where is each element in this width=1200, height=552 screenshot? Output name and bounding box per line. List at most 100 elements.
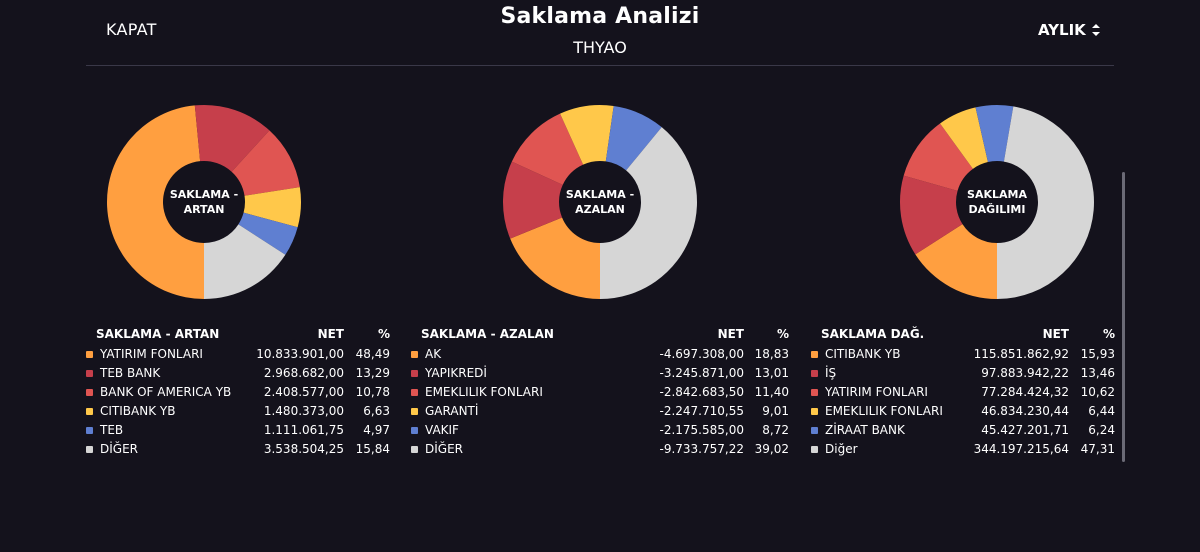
donut-slice-6 — [997, 106, 1094, 299]
row-name: Diğer — [825, 442, 858, 456]
row-pct: 6,63 — [363, 404, 390, 418]
row-net: -2.842.683,50 — [659, 385, 745, 399]
row-name: CITIBANK YB — [825, 347, 901, 361]
row-name: YAPIKREDİ — [425, 366, 487, 380]
legend-swatch — [811, 408, 818, 415]
table-row: GARANTİ -2.247.710,55 9,01 — [411, 404, 789, 423]
legend-swatch — [86, 389, 93, 396]
row-name: TEB — [100, 423, 124, 437]
row-net: -4.697.308,00 — [659, 347, 745, 361]
table-row: BANK OF AMERICA YB 2.408.577,00 10,78 — [86, 385, 390, 404]
row-name: CITIBANK YB — [100, 404, 176, 418]
row-pct: 8,72 — [762, 423, 789, 437]
donut-slice-1 — [915, 224, 997, 299]
donut-slice-5 — [605, 105, 662, 171]
row-name: ZİRAAT BANK — [825, 423, 905, 437]
close-button[interactable]: KAPAT — [106, 20, 157, 39]
table-row: YAPIKREDİ -3.245.871,00 13,01 — [411, 366, 789, 385]
row-pct: 10,78 — [355, 385, 390, 399]
donut-slice-2 — [503, 161, 563, 239]
row-net: -2.247.710,55 — [659, 404, 745, 418]
page-title: Saklama Analizi — [500, 4, 700, 29]
row-net: 45.427.201,71 — [981, 423, 1069, 437]
net-column-header: NET — [717, 327, 744, 341]
row-name: VAKIF — [425, 423, 459, 437]
legend-swatch — [411, 389, 418, 396]
row-net: 77.284.424,32 — [981, 385, 1069, 399]
row-name: EMEKLILIK FONLARI — [425, 385, 543, 399]
scrollbar[interactable] — [1122, 172, 1125, 462]
row-pct: 6,24 — [1088, 423, 1115, 437]
row-pct: 11,40 — [754, 385, 789, 399]
legend-swatch — [811, 351, 818, 358]
row-net: 46.834.230,44 — [981, 404, 1069, 418]
donut-slice-6 — [600, 127, 697, 299]
legend-swatch — [411, 446, 418, 453]
table-row: EMEKLILIK FONLARI -2.842.683,50 11,40 — [411, 385, 789, 404]
table-header: SAKLAMA - AZALAN NET% — [411, 327, 789, 347]
row-name: AK — [425, 347, 442, 361]
row-pct: 13,01 — [754, 366, 789, 380]
legend-swatch — [86, 446, 93, 453]
legend-swatch — [411, 408, 418, 415]
row-net: 1.480.373,00 — [263, 404, 344, 418]
row-net: -9.733.757,22 — [659, 442, 745, 456]
pct-column-header: % — [1102, 327, 1115, 341]
table-row: EMEKLILIK FONLARI 46.834.230,44 6,44 — [811, 404, 1115, 423]
header-divider — [86, 65, 1114, 66]
table-row: YATIRIM FONLARI 10.833.901,00 48,49 — [86, 347, 390, 366]
table-row: ZİRAAT BANK 45.427.201,71 6,24 — [811, 423, 1115, 442]
legend-swatch — [86, 408, 93, 415]
donut-chart-artan: SAKLAMA - ARTAN — [106, 104, 302, 300]
legend-swatch — [411, 427, 418, 434]
row-net: 97.883.942,22 — [981, 366, 1069, 380]
row-name: TEB BANK — [100, 366, 161, 380]
row-net: 344.197.215,64 — [973, 442, 1069, 456]
table-row: YATIRIM FONLARI 77.284.424,32 10,62 — [811, 385, 1115, 404]
donut-slice-4 — [940, 107, 988, 169]
row-net: 115.851.862,92 — [973, 347, 1069, 361]
row-pct: 13,29 — [355, 366, 390, 380]
row-net: 10.833.901,00 — [256, 347, 344, 361]
donut-slice-2 — [194, 105, 270, 172]
row-pct: 18,83 — [754, 347, 789, 361]
row-pct: 15,84 — [355, 442, 390, 456]
donut-chart-dagilim-svg — [900, 105, 1094, 299]
table-title: SAKLAMA - AZALAN — [421, 327, 554, 341]
legend-swatch — [811, 389, 818, 396]
row-net: -3.245.871,00 — [659, 366, 745, 380]
donut-slice-6 — [204, 224, 286, 299]
legend-swatch — [411, 370, 418, 377]
period-select[interactable]: AYLIK — [1038, 21, 1100, 39]
row-pct: 47,31 — [1080, 442, 1115, 456]
row-pct: 10,62 — [1080, 385, 1115, 399]
net-column-header: NET — [1042, 327, 1069, 341]
table-artan: SAKLAMA - ARTAN NET% YATIRIM FONLARI 10.833… — [86, 327, 390, 461]
table-header: SAKLAMA DAĞ. NET% — [811, 327, 1115, 347]
table-azalan: SAKLAMA - AZALAN NET% AK -4.697.308,00 18,83… — [411, 327, 789, 461]
sort-arrows-icon — [1091, 24, 1100, 36]
row-name: EMEKLILIK FONLARI — [825, 404, 943, 418]
row-name: BANK OF AMERICA YB — [100, 385, 232, 399]
donut-chart-azalan-svg — [503, 105, 697, 299]
donut-slice-2 — [900, 175, 963, 255]
table-title: SAKLAMA DAĞ. — [821, 327, 925, 341]
table-row: İŞ 97.883.942,22 13,46 — [811, 366, 1115, 385]
donut-slice-4 — [243, 187, 301, 228]
legend-swatch — [811, 446, 818, 453]
table-row: VAKIF -2.175.585,00 8,72 — [411, 423, 789, 442]
table-header: SAKLAMA - ARTAN NET% — [86, 327, 390, 347]
row-pct: 13,46 — [1080, 366, 1115, 380]
row-net: 2.408.577,00 — [263, 385, 344, 399]
table-dagilim: SAKLAMA DAĞ. NET% CITIBANK YB 115.851.862,9… — [811, 327, 1115, 461]
donut-slice-4 — [560, 105, 614, 165]
table-row: AK -4.697.308,00 18,83 — [411, 347, 789, 366]
table-title: SAKLAMA - ARTAN — [96, 327, 220, 341]
donut-slice-1 — [510, 217, 600, 299]
donut-chart-dagilim: SAKLAMA DAĞILIMI — [899, 104, 1095, 300]
row-name: DİĞER — [425, 442, 463, 456]
pct-column-header: % — [377, 327, 390, 341]
row-name: DİĞER — [100, 442, 138, 456]
donut-chart-azalan: SAKLAMA - AZALAN — [502, 104, 698, 300]
donut-chart-artan-svg — [107, 105, 301, 299]
